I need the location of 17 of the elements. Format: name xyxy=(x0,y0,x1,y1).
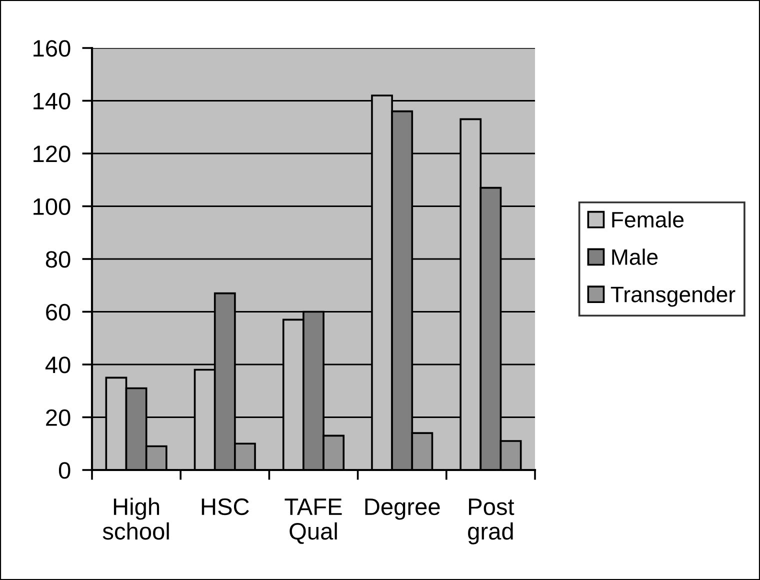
y-tick-label: 40 xyxy=(45,356,70,374)
y-tick-label: 120 xyxy=(34,146,70,162)
x-tick-label: High school xyxy=(102,498,169,540)
legend-label: Male xyxy=(612,248,658,265)
x-tick-label: HSC xyxy=(202,498,249,516)
y-tick-label: 60 xyxy=(46,304,70,321)
x-tick-label: Post grad xyxy=(468,498,514,544)
legend-label: Transgender xyxy=(610,286,736,307)
y-tick-label: 140 xyxy=(34,92,70,110)
y-tick-label: 160 xyxy=(34,40,70,57)
y-tick-label: 80 xyxy=(46,251,70,268)
y-tick-label: 20 xyxy=(46,409,70,426)
y-tick-label: 0 xyxy=(58,462,70,479)
legend-label: Female xyxy=(612,211,684,228)
y-tick-label: 100 xyxy=(34,198,70,216)
x-tick-label: Degree xyxy=(365,498,440,520)
x-tick-label: TAFE Qual xyxy=(284,498,342,544)
